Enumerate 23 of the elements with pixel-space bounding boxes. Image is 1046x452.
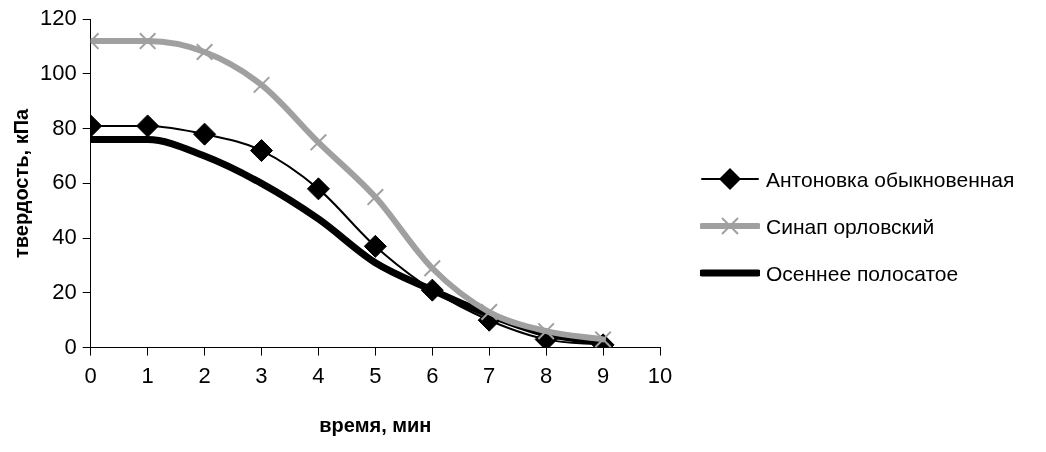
y-tick-label: 40: [52, 224, 77, 250]
x-tick-label: 7: [483, 362, 496, 388]
y-axis-title: твердость, кПа: [9, 107, 32, 258]
x-tick-label: 5: [369, 362, 382, 388]
x-tick-label: 6: [426, 362, 439, 388]
y-tick-label: 100: [39, 60, 77, 85]
x-tick-label: 4: [312, 362, 325, 388]
y-tick-label: 80: [52, 114, 77, 140]
x-tick-label: 1: [141, 362, 154, 388]
y-tick-label: 60: [52, 169, 77, 195]
legend-label: Синап орловский: [766, 213, 936, 239]
y-tick-label: 0: [64, 333, 77, 359]
x-tick-label: 9: [596, 362, 610, 388]
x-tick-label: 2: [198, 362, 211, 388]
x-axis-title: время, мин: [319, 413, 432, 436]
x-tick-label: 8: [540, 362, 553, 388]
y-tick-label: 20: [52, 278, 77, 304]
legend-label: Антоновка обыкновенная: [766, 166, 1016, 192]
x-tick-label: 10: [647, 362, 673, 388]
legend-label: Осеннее полосатое: [766, 260, 960, 286]
y-tick-label: 120: [39, 5, 77, 31]
x-tick-label: 3: [255, 362, 268, 388]
x-tick-label: 0: [84, 362, 97, 388]
